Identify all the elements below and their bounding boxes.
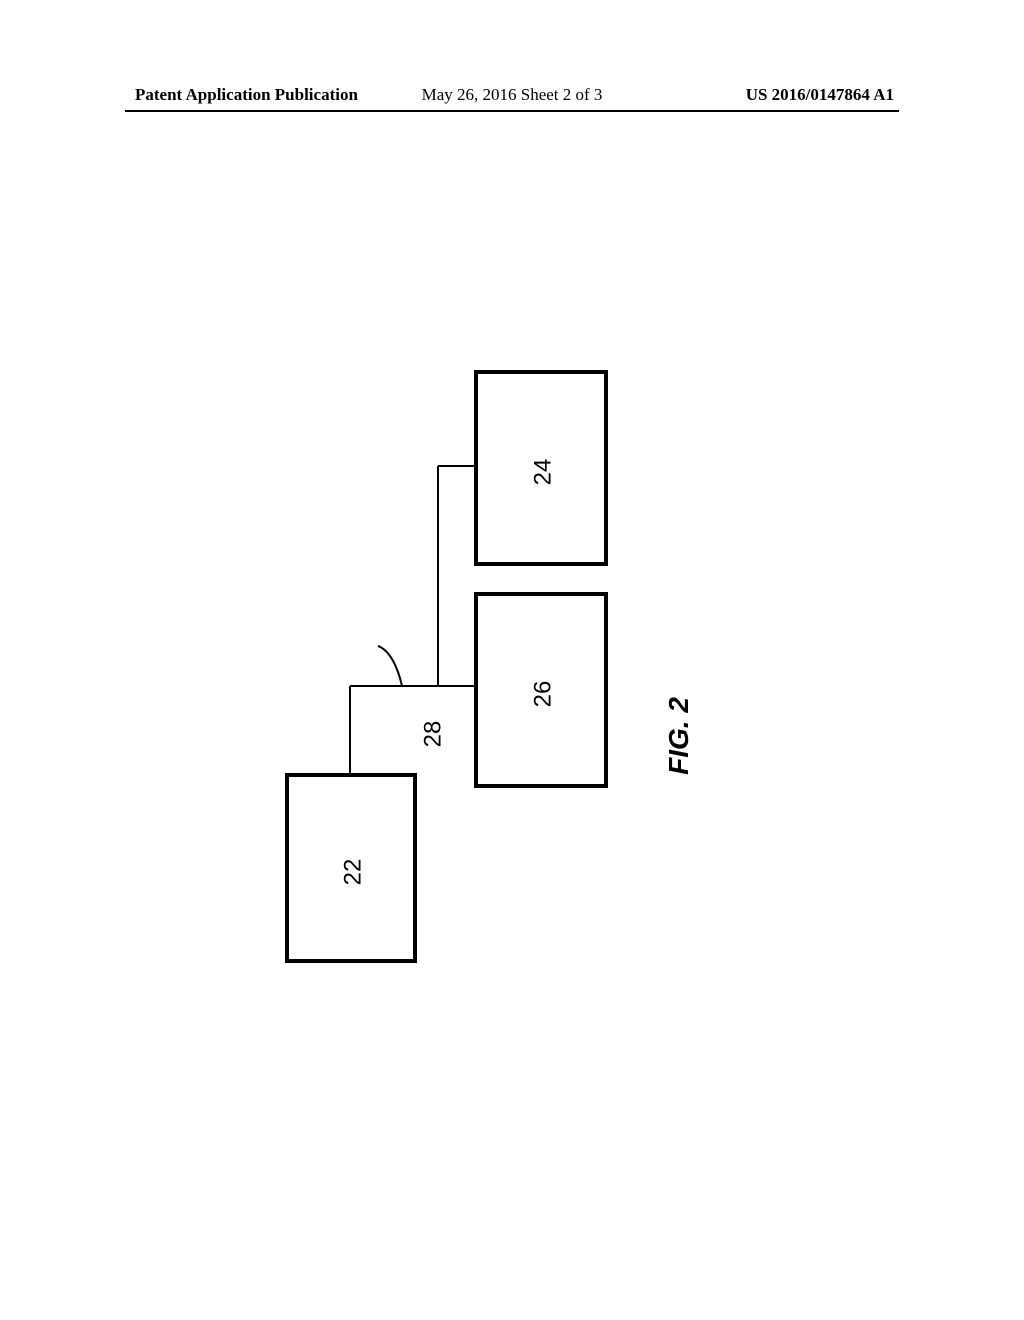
figure-label: FIG. 2	[663, 697, 695, 775]
label-22: 22	[339, 859, 367, 886]
patent-diagram	[0, 0, 1024, 1320]
label-26: 26	[529, 681, 557, 708]
connectors	[350, 466, 476, 775]
label-24: 24	[529, 459, 557, 486]
label-28: 28	[419, 721, 447, 748]
